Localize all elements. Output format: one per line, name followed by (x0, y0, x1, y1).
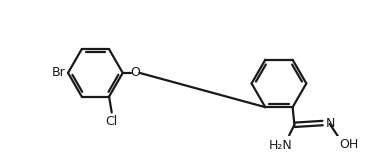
Text: OH: OH (339, 138, 359, 151)
Text: N: N (325, 117, 335, 130)
Text: Br: Br (52, 66, 65, 79)
Text: H₂N: H₂N (269, 139, 292, 152)
Text: O: O (130, 66, 140, 79)
Text: Cl: Cl (105, 115, 118, 128)
